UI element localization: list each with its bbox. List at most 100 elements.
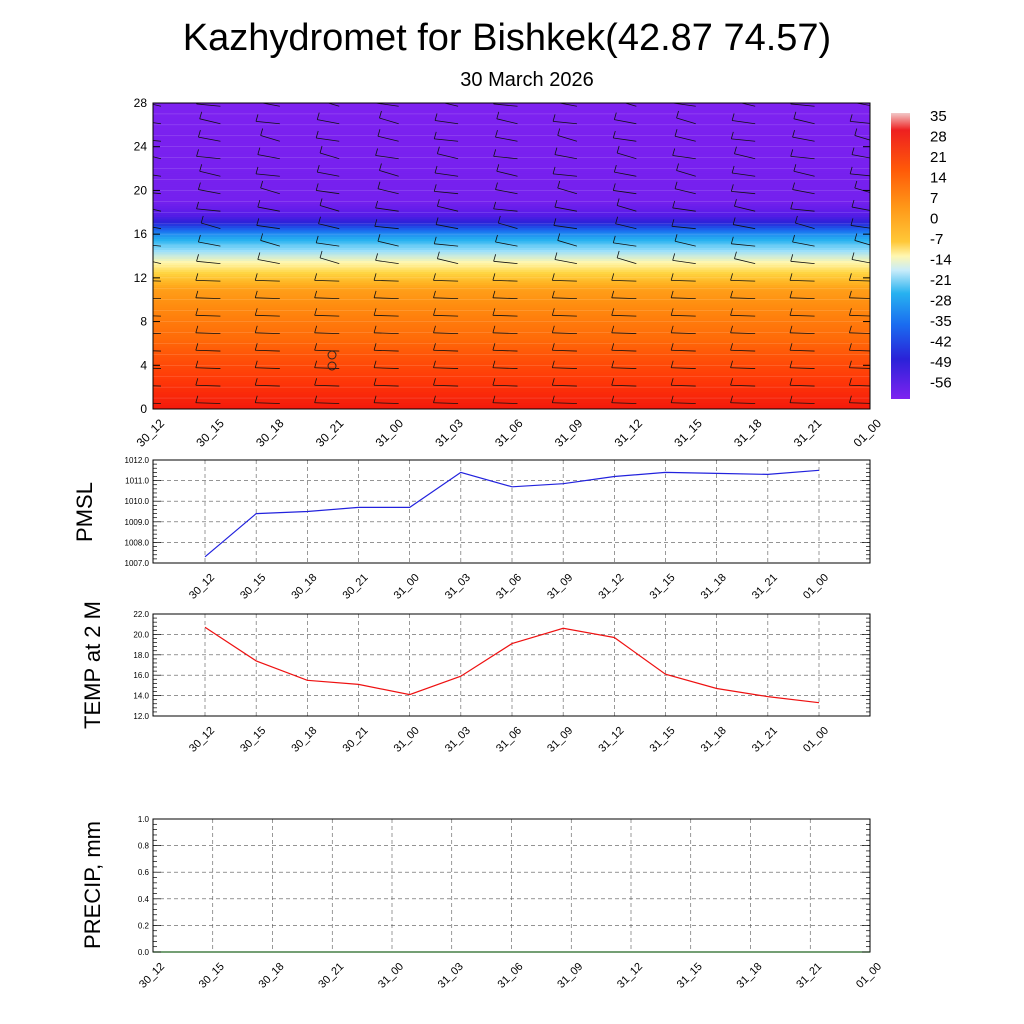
temp-panel: 12.0 14.0 16.0 18.0 20.0 22.0 30_12 30_15 30_18… xyxy=(80,601,871,755)
heatmap-band xyxy=(153,306,870,310)
heatmap-band xyxy=(153,249,870,253)
temp-y-axis: 12.0 14.0 16.0 18.0 20.0 22.0 xyxy=(133,610,870,721)
wind-barb-feather xyxy=(254,308,258,316)
heatmap-band xyxy=(153,288,870,292)
wind-barb-feather xyxy=(492,308,496,316)
wind-barb-feather xyxy=(849,166,853,174)
wind-barb-feather xyxy=(195,290,199,298)
wind-barb xyxy=(789,332,815,334)
wind-barb xyxy=(611,402,637,404)
wind-barb xyxy=(434,138,459,142)
wind-barb-feather xyxy=(496,164,500,172)
wind-barb xyxy=(730,279,756,282)
x-tick-label: 31_18 xyxy=(699,725,729,755)
wind-barb-feather xyxy=(373,378,377,386)
wind-barb xyxy=(790,260,815,265)
wind-barb-feather xyxy=(851,252,855,260)
wind-barb xyxy=(552,349,577,352)
wind-barb xyxy=(260,135,280,142)
wind-barb-feather xyxy=(137,132,139,139)
heatmap-bands xyxy=(153,103,870,409)
wind-barb xyxy=(611,367,637,369)
heatmap-band xyxy=(153,374,870,377)
x-tick-label: 31_15 xyxy=(671,416,705,450)
heatmap-band xyxy=(153,227,870,231)
heatmap-band xyxy=(153,155,870,159)
wind-barb-feather xyxy=(139,218,141,225)
x-tick-label: 31_21 xyxy=(750,725,780,755)
wind-barb-feather xyxy=(136,326,138,333)
heatmap-band xyxy=(153,347,870,351)
x-tick-label: 31_06 xyxy=(492,416,526,450)
wind-barb-feather xyxy=(433,360,436,368)
wind-barb-feather xyxy=(730,343,733,351)
x-tick-label: 31_21 xyxy=(794,961,824,991)
heatmap-band xyxy=(153,105,870,108)
heatmap-band xyxy=(153,380,870,384)
x-tick-label: 01_00 xyxy=(801,725,831,755)
wind-barb-feather xyxy=(495,130,498,138)
wind-barb-feather xyxy=(436,251,440,259)
wind-barb xyxy=(379,170,399,177)
heatmap-band xyxy=(153,109,870,113)
y-tick-label: 1.0 xyxy=(138,815,150,824)
wind-barb-feather xyxy=(670,325,674,333)
wind-barb xyxy=(495,241,518,247)
wind-barb xyxy=(730,402,756,404)
wind-barb-feather xyxy=(136,291,138,298)
heatmap-y-tick-label: 4 xyxy=(140,358,147,372)
wind-barb xyxy=(260,103,280,107)
wind-barb-feather xyxy=(854,128,858,136)
heatmap-band xyxy=(153,295,870,299)
heatmap-band xyxy=(153,188,870,192)
heatmap-band xyxy=(153,190,870,194)
wind-barb-feather xyxy=(434,165,438,174)
wind-barb xyxy=(314,279,340,282)
wind-barb xyxy=(199,118,221,125)
wind-barb xyxy=(495,189,518,195)
wind-barb xyxy=(153,402,162,404)
wind-barb xyxy=(257,206,280,212)
wind-barb xyxy=(850,225,870,229)
wind-barb xyxy=(789,297,815,300)
wind-barb-feather xyxy=(316,164,320,173)
heatmap-band xyxy=(153,238,870,242)
wind-barb-feather xyxy=(611,395,615,403)
colorbar-label: -28 xyxy=(930,293,952,310)
wind-barb xyxy=(375,207,399,212)
wind-barb xyxy=(153,297,162,300)
wind-barb-feather xyxy=(373,360,377,368)
wind-barb xyxy=(730,349,756,352)
wind-barb xyxy=(195,332,221,334)
heatmap-band xyxy=(153,203,870,207)
heatmap-band xyxy=(153,264,870,268)
wind-barb xyxy=(153,192,162,195)
heatmap-band xyxy=(153,266,870,270)
pmsl-y-axis: 1007.0 1008.0 1009.0 1010.0 1011.0 1012.0 xyxy=(125,456,870,568)
heatmap-band xyxy=(153,352,870,355)
x-tick-label: 31_03 xyxy=(443,725,473,755)
wind-barb xyxy=(153,367,162,369)
wind-barb-feather xyxy=(497,215,501,224)
wind-barb-feather xyxy=(195,325,199,333)
heatmap-band xyxy=(153,251,870,255)
wind-barb-feather xyxy=(492,273,496,281)
wind-barb xyxy=(255,121,280,125)
y-tick-label: 0.0 xyxy=(138,948,150,957)
wind-barb xyxy=(433,384,459,387)
wind-barb-feather xyxy=(254,395,258,403)
heatmap-band xyxy=(153,245,870,248)
wind-barb-feather xyxy=(730,273,733,281)
heatmap-band xyxy=(153,103,870,106)
wind-barb-feather xyxy=(319,198,323,206)
wind-barb-feather xyxy=(849,273,852,281)
wind-barb-feather xyxy=(316,112,320,120)
heatmap-band xyxy=(153,369,870,373)
wind-barb-feather xyxy=(314,273,318,281)
wind-barb-feather xyxy=(551,290,555,298)
wind-barb-feather xyxy=(611,360,615,368)
wind-barb-feather xyxy=(196,149,199,157)
wind-barb-feather xyxy=(492,290,496,298)
wind-barb-feather xyxy=(670,343,674,351)
wind-barb-feather xyxy=(314,360,318,368)
